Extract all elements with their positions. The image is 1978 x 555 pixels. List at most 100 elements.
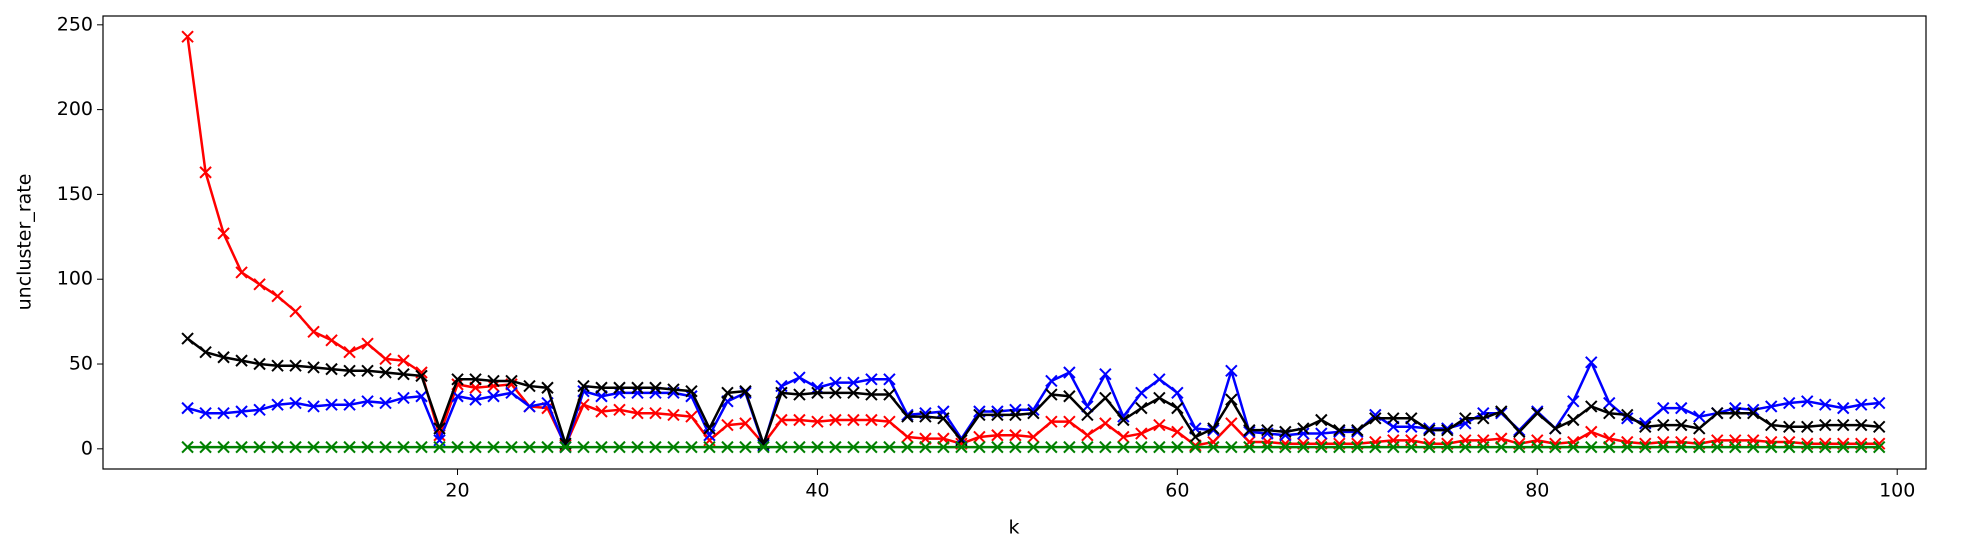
marker <box>1765 435 1778 449</box>
marker <box>325 362 338 376</box>
marker <box>433 440 446 454</box>
marker <box>1423 440 1436 454</box>
marker <box>199 166 212 179</box>
marker <box>1513 440 1526 454</box>
marker <box>1153 373 1166 386</box>
marker <box>1765 400 1778 413</box>
marker <box>613 403 626 417</box>
marker <box>829 376 842 389</box>
marker <box>1603 396 1616 410</box>
marker <box>487 379 500 393</box>
marker <box>235 405 248 418</box>
marker <box>1819 398 1832 411</box>
marker <box>667 440 680 454</box>
marker <box>1441 440 1454 454</box>
marker <box>991 429 1004 442</box>
marker <box>307 361 320 374</box>
marker <box>379 396 392 410</box>
marker <box>1567 395 1580 408</box>
marker <box>1117 430 1130 444</box>
marker <box>1729 406 1742 420</box>
marker <box>1423 423 1436 437</box>
marker <box>1333 423 1346 437</box>
marker <box>1027 430 1040 444</box>
marker <box>1675 435 1688 449</box>
marker <box>1225 393 1238 406</box>
series-line <box>187 361 1880 449</box>
marker <box>1207 423 1220 437</box>
marker <box>271 359 284 372</box>
marker <box>775 413 788 427</box>
marker <box>487 374 500 388</box>
marker <box>1189 430 1202 444</box>
marker <box>1747 406 1760 420</box>
marker <box>343 440 356 454</box>
marker <box>505 374 518 388</box>
marker <box>1675 418 1688 432</box>
marker <box>1531 406 1544 420</box>
marker <box>199 345 212 359</box>
marker <box>919 440 932 454</box>
y-tick-label: 100 <box>57 268 93 290</box>
marker <box>1117 440 1130 454</box>
marker <box>1225 440 1238 454</box>
marker <box>613 440 626 454</box>
marker <box>253 440 266 454</box>
marker <box>1153 391 1166 405</box>
marker <box>1693 440 1706 454</box>
marker <box>1207 422 1220 435</box>
marker <box>1873 440 1886 454</box>
marker <box>739 440 752 454</box>
marker <box>901 440 914 454</box>
marker <box>1603 406 1616 420</box>
marker <box>1369 435 1382 449</box>
marker <box>1783 440 1796 454</box>
marker <box>1045 388 1058 401</box>
marker <box>1567 413 1580 427</box>
marker <box>325 334 338 347</box>
marker <box>1117 410 1130 423</box>
marker <box>685 440 698 454</box>
marker <box>505 440 518 454</box>
marker <box>181 332 194 345</box>
marker <box>379 352 392 366</box>
x-tick-label: 20 <box>445 480 469 502</box>
marker <box>289 359 302 372</box>
marker <box>1099 391 1112 405</box>
marker <box>325 398 338 411</box>
marker <box>271 398 284 411</box>
marker <box>289 305 302 318</box>
marker <box>1873 396 1886 410</box>
marker <box>649 381 662 394</box>
marker <box>541 381 554 394</box>
marker <box>379 440 392 454</box>
marker <box>1261 423 1274 437</box>
marker <box>1495 440 1508 454</box>
marker <box>1873 420 1886 433</box>
marker <box>1459 412 1472 425</box>
marker <box>811 381 824 394</box>
marker <box>487 390 500 403</box>
marker <box>883 415 896 428</box>
marker <box>631 381 644 394</box>
marker <box>577 379 590 393</box>
marker <box>451 440 464 454</box>
marker <box>901 410 914 423</box>
marker <box>253 357 266 371</box>
x-tick-label: 100 <box>1879 480 1915 502</box>
marker <box>1045 374 1058 388</box>
marker <box>667 408 680 422</box>
marker <box>1495 405 1508 418</box>
x-tick-label: 80 <box>1525 480 1549 502</box>
marker <box>1117 413 1130 427</box>
marker <box>1351 440 1364 454</box>
marker <box>829 440 842 454</box>
marker <box>1009 408 1022 422</box>
marker <box>1711 440 1724 454</box>
marker <box>271 440 284 454</box>
marker <box>847 376 860 389</box>
marker <box>271 289 284 303</box>
marker <box>775 386 788 400</box>
marker <box>361 440 374 454</box>
marker <box>289 396 302 410</box>
